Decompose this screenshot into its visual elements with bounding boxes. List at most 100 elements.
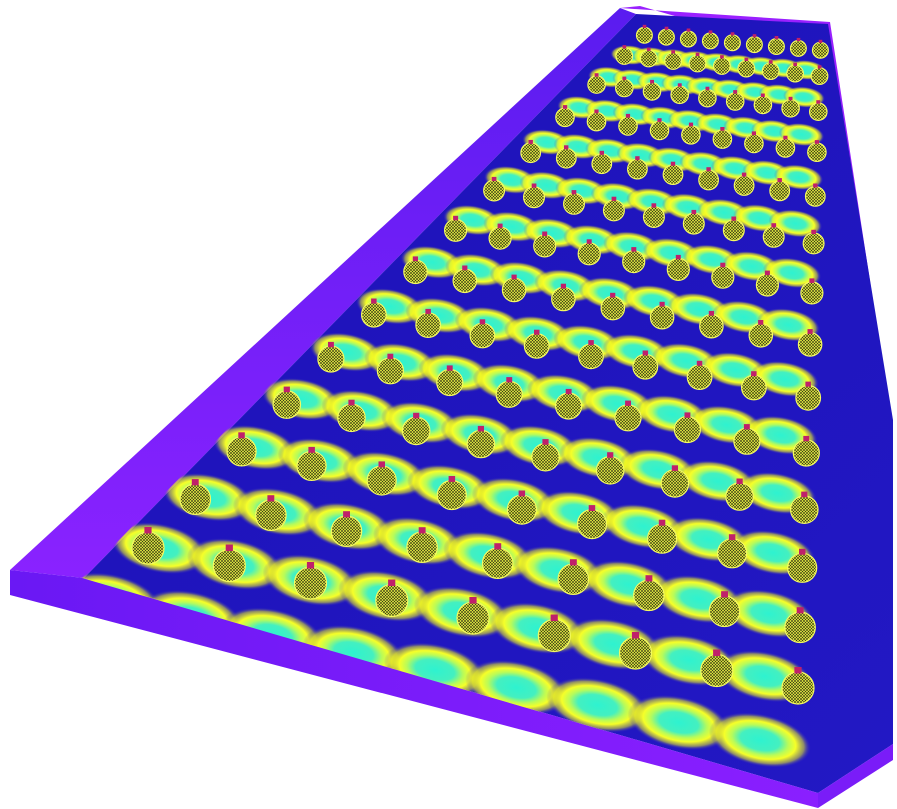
fixture-globe: [522, 186, 545, 209]
fixture-globe: [657, 28, 675, 46]
light-fixture: [679, 28, 697, 48]
light-fixture: [330, 511, 363, 547]
light-fixture: [615, 45, 634, 65]
fixture-cap: [412, 256, 418, 262]
fixture-globe: [787, 552, 818, 583]
fixture-globe: [469, 322, 496, 349]
fixture-cap: [783, 135, 788, 140]
fixture-globe: [337, 403, 366, 433]
fixture-cap: [594, 73, 599, 77]
fixture-cap: [774, 36, 779, 40]
light-fixture: [481, 543, 514, 579]
fixture-globe: [761, 62, 780, 80]
fixture-cap: [720, 55, 724, 59]
light-fixture: [226, 432, 257, 467]
light-fixture: [533, 231, 557, 258]
fixture-cap: [713, 649, 721, 656]
light-fixture: [699, 310, 724, 339]
fixture-globe: [317, 345, 345, 373]
light-fixture: [789, 37, 807, 57]
fixture-cap: [306, 562, 315, 569]
fixture-cap: [764, 270, 770, 276]
light-fixture: [523, 329, 550, 359]
light-fixture: [753, 93, 773, 115]
fixture-cap: [586, 239, 592, 244]
fixture-globe: [649, 120, 670, 141]
fixture-globe: [699, 313, 724, 339]
fixture-cap: [788, 96, 793, 101]
fixture-globe: [781, 671, 815, 705]
fixture-cap: [752, 34, 757, 38]
fixture-cap: [413, 412, 420, 419]
fixture-cap: [491, 176, 497, 182]
fixture-globe: [725, 482, 754, 511]
fixture-cap: [813, 183, 818, 188]
light-fixture: [632, 350, 659, 380]
fixture-cap: [343, 511, 350, 518]
light-fixture: [537, 614, 571, 653]
fixture-globe: [562, 192, 585, 215]
light-fixture: [681, 122, 701, 145]
fixture-globe: [406, 531, 438, 563]
fixture-cap: [418, 527, 426, 534]
fixture-globe: [555, 147, 577, 169]
fixture-globe: [632, 353, 659, 380]
fixture-globe: [725, 92, 745, 111]
fixture-globe: [753, 95, 773, 115]
light-fixture: [722, 216, 745, 242]
light-fixture: [700, 649, 734, 688]
fixture-globe: [662, 164, 684, 186]
fixture-cap: [705, 86, 710, 91]
light-fixture: [337, 399, 366, 433]
fixture-cap: [818, 39, 823, 43]
light-fixture: [642, 79, 662, 101]
fixture-cap: [453, 215, 459, 221]
fixture-globe: [804, 185, 826, 207]
fixture-globe: [444, 218, 468, 242]
front-right-edge: [818, 744, 893, 808]
light-fixture: [618, 632, 653, 670]
fixture-cap: [817, 65, 822, 69]
fixture-globe: [600, 295, 626, 321]
light-fixture: [614, 76, 634, 98]
fixture-globe: [811, 41, 829, 59]
fixture-globe: [635, 26, 653, 44]
light-fixture: [635, 24, 653, 44]
light-fixture: [272, 386, 302, 419]
fixture-cap: [607, 452, 614, 458]
light-fixture: [375, 579, 409, 618]
fixture-cap: [563, 105, 568, 109]
fixture-globe: [501, 277, 527, 303]
fixture-globe: [488, 226, 512, 250]
fixture-globe: [745, 36, 763, 54]
fixture-globe: [436, 368, 464, 397]
fixture-cap: [658, 519, 666, 526]
fixture-cap: [801, 491, 808, 498]
light-fixture: [401, 412, 431, 446]
light-fixture: [666, 254, 690, 281]
fixture-globe: [366, 465, 397, 496]
fixture-globe: [595, 455, 625, 485]
light-fixture: [555, 105, 575, 128]
fixture-cap: [743, 424, 750, 430]
fixture-globe: [531, 442, 560, 472]
light-fixture: [807, 140, 827, 162]
fixture-globe: [520, 142, 542, 164]
light-fixture: [587, 73, 606, 94]
fixture-cap: [751, 371, 757, 377]
light-fixture: [781, 96, 800, 118]
light-fixture: [698, 86, 717, 108]
fixture-cap: [518, 490, 526, 497]
light-fixture: [436, 476, 467, 511]
fixture-layer: [131, 24, 829, 705]
fixture-cap: [708, 310, 714, 316]
light-fixture: [662, 161, 684, 186]
fixture-cap: [809, 278, 815, 283]
fixture-cap: [565, 388, 572, 395]
light-fixture: [761, 60, 780, 80]
light-fixture: [664, 50, 682, 70]
light-fixture: [600, 292, 626, 321]
light-fixture: [595, 452, 625, 485]
fixture-globe: [481, 547, 514, 579]
